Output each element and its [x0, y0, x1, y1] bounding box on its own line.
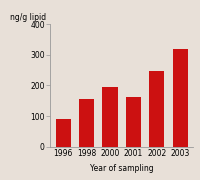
Bar	[173, 49, 188, 147]
Bar	[149, 71, 164, 147]
Bar	[126, 97, 141, 147]
Text: ng/g lipid: ng/g lipid	[10, 13, 47, 22]
Bar	[79, 99, 94, 147]
Bar	[102, 87, 118, 147]
X-axis label: Year of sampling: Year of sampling	[90, 164, 154, 173]
Bar	[56, 119, 71, 147]
